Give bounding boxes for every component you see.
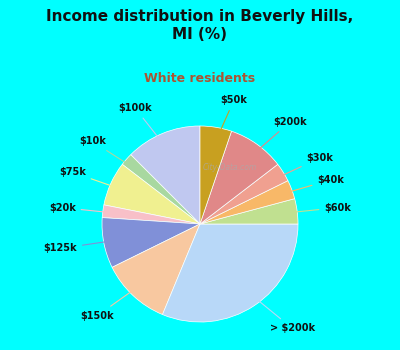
Wedge shape xyxy=(104,164,200,224)
Text: $10k: $10k xyxy=(79,136,140,172)
Wedge shape xyxy=(102,205,200,224)
Text: Income distribution in Beverly Hills,
MI (%): Income distribution in Beverly Hills, MI… xyxy=(46,9,354,42)
Text: > $200k: > $200k xyxy=(245,289,315,333)
Text: $60k: $60k xyxy=(278,203,351,214)
Text: $75k: $75k xyxy=(59,167,128,191)
Wedge shape xyxy=(112,224,200,315)
Wedge shape xyxy=(200,199,298,224)
Text: City-Data.com: City-Data.com xyxy=(202,163,256,172)
Text: $150k: $150k xyxy=(81,281,146,321)
Wedge shape xyxy=(162,224,298,322)
Text: $200k: $200k xyxy=(247,117,307,160)
Wedge shape xyxy=(200,164,288,224)
Wedge shape xyxy=(122,155,200,224)
Text: $125k: $125k xyxy=(43,239,122,253)
Text: $40k: $40k xyxy=(274,175,344,196)
Wedge shape xyxy=(200,126,232,224)
Text: $50k: $50k xyxy=(214,95,247,146)
Text: $20k: $20k xyxy=(49,203,122,214)
Text: White residents: White residents xyxy=(144,72,256,85)
Wedge shape xyxy=(131,126,200,224)
Wedge shape xyxy=(200,131,278,224)
Wedge shape xyxy=(200,181,295,224)
Wedge shape xyxy=(102,218,200,267)
Text: $100k: $100k xyxy=(118,103,169,151)
Text: $30k: $30k xyxy=(268,153,333,182)
